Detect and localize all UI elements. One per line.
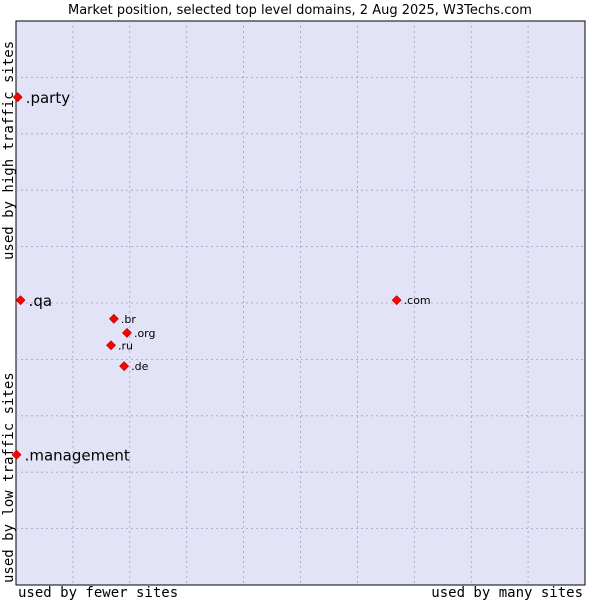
point-marker-party (12, 92, 23, 103)
point-marker-qa (15, 295, 26, 306)
point-marker-management (11, 449, 22, 460)
point-label-com: .com (404, 294, 431, 307)
point-label-management: .management (25, 447, 130, 465)
x-axis-label-left: used by fewer sites (18, 585, 178, 600)
point-marker-br (108, 313, 119, 324)
y-axis-label-bottom: used by low traffic sites (1, 372, 17, 583)
point-marker-ru (106, 340, 116, 351)
point-marker-com (391, 295, 402, 306)
chart-title: Market position, selected top level doma… (68, 3, 532, 18)
data-points: .party .qa .management .com .br.org.ru .de (11, 89, 431, 465)
point-marker-de (119, 361, 130, 372)
point-label-party: .party (26, 89, 71, 107)
point-label-org: .org (134, 327, 156, 340)
point-label-de: .de (131, 360, 148, 373)
point-label-qa: .qa (29, 292, 52, 310)
point-label-ru: .ru (118, 339, 133, 352)
point-label-br: .br (121, 313, 136, 326)
grid-lines (16, 21, 585, 585)
point-marker-org (122, 327, 132, 338)
x-axis-label-right: used by many sites (431, 585, 583, 600)
y-axis-label-top: used by high traffic sites (1, 41, 17, 260)
